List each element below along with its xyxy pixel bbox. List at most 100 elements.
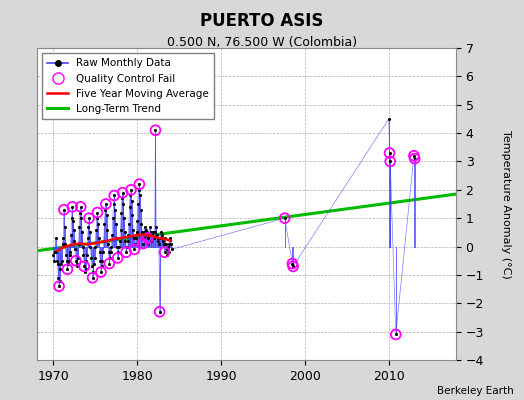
Point <box>391 331 400 338</box>
Point <box>114 249 123 256</box>
Point <box>162 240 170 247</box>
Point <box>58 258 66 264</box>
Point <box>64 258 73 264</box>
Point <box>161 235 169 241</box>
Point <box>121 229 129 236</box>
Point <box>110 192 118 199</box>
Point <box>100 238 108 244</box>
Point <box>67 232 75 238</box>
Point <box>95 235 103 241</box>
Point <box>134 201 142 207</box>
Point <box>111 206 119 213</box>
Point <box>83 235 92 241</box>
Text: PUERTO ASIS: PUERTO ASIS <box>200 12 324 30</box>
Point <box>106 255 114 261</box>
Point <box>68 215 76 221</box>
Point <box>105 260 114 267</box>
Point <box>156 308 164 315</box>
Point <box>74 255 82 261</box>
Point <box>410 152 418 159</box>
Point <box>94 221 102 227</box>
Point <box>58 240 67 247</box>
Point <box>72 258 80 264</box>
Point <box>146 224 154 230</box>
Point <box>66 249 74 256</box>
Point <box>63 266 72 272</box>
Point <box>57 260 66 267</box>
Point <box>139 240 147 247</box>
Point <box>147 238 156 244</box>
Point <box>80 263 89 270</box>
Point <box>68 204 77 210</box>
Point <box>386 158 395 165</box>
Point <box>149 229 158 236</box>
Point <box>133 229 141 236</box>
Point <box>156 235 165 241</box>
Point <box>386 158 395 165</box>
Point <box>160 240 168 247</box>
Point <box>166 235 174 241</box>
Point <box>123 243 131 250</box>
Point <box>137 206 145 213</box>
Point <box>167 240 175 247</box>
Point <box>77 215 85 221</box>
Point <box>102 201 110 207</box>
Point <box>72 263 81 270</box>
Point <box>56 266 64 272</box>
Point <box>137 221 146 227</box>
Point <box>53 260 62 267</box>
Point <box>140 229 148 236</box>
Point <box>114 255 122 261</box>
Point <box>92 226 100 233</box>
Point <box>118 190 127 196</box>
Point <box>143 229 151 236</box>
Point <box>89 274 97 281</box>
Point <box>410 156 419 162</box>
Point <box>130 246 139 252</box>
Point <box>102 201 110 207</box>
Text: 0.500 N, 76.500 W (Colombia): 0.500 N, 76.500 W (Colombia) <box>167 36 357 49</box>
Point <box>64 260 72 267</box>
Point <box>135 181 144 187</box>
Point <box>104 249 113 256</box>
Point <box>132 235 140 241</box>
Point <box>127 187 135 193</box>
Point <box>110 201 118 207</box>
Point <box>125 204 134 210</box>
Point <box>108 215 117 221</box>
Point <box>133 218 141 224</box>
Point <box>141 232 150 238</box>
Point <box>125 221 133 227</box>
Point <box>155 240 163 247</box>
Point <box>385 116 393 122</box>
Point <box>93 209 102 216</box>
Point <box>69 218 77 224</box>
Point <box>135 187 143 193</box>
Point <box>131 240 139 247</box>
Point <box>129 235 138 241</box>
Point <box>288 260 297 267</box>
Point <box>152 232 161 238</box>
Point <box>89 274 97 281</box>
Point <box>144 240 152 247</box>
Point <box>280 215 289 221</box>
Point <box>139 235 148 241</box>
Point <box>70 238 79 244</box>
Point <box>159 238 167 244</box>
Point <box>158 235 166 241</box>
Point <box>75 224 83 230</box>
Point <box>385 150 394 156</box>
Legend: Raw Monthly Data, Quality Control Fail, Five Year Moving Average, Long-Term Tren: Raw Monthly Data, Quality Control Fail, … <box>42 53 214 119</box>
Point <box>162 246 171 252</box>
Point <box>144 235 152 241</box>
Point <box>163 252 171 258</box>
Point <box>151 127 160 134</box>
Point <box>127 198 136 204</box>
Point <box>150 229 159 236</box>
Point <box>106 249 115 256</box>
Point <box>117 209 125 216</box>
Point <box>146 229 155 236</box>
Point <box>108 232 116 238</box>
Point <box>158 232 167 238</box>
Point <box>154 238 162 244</box>
